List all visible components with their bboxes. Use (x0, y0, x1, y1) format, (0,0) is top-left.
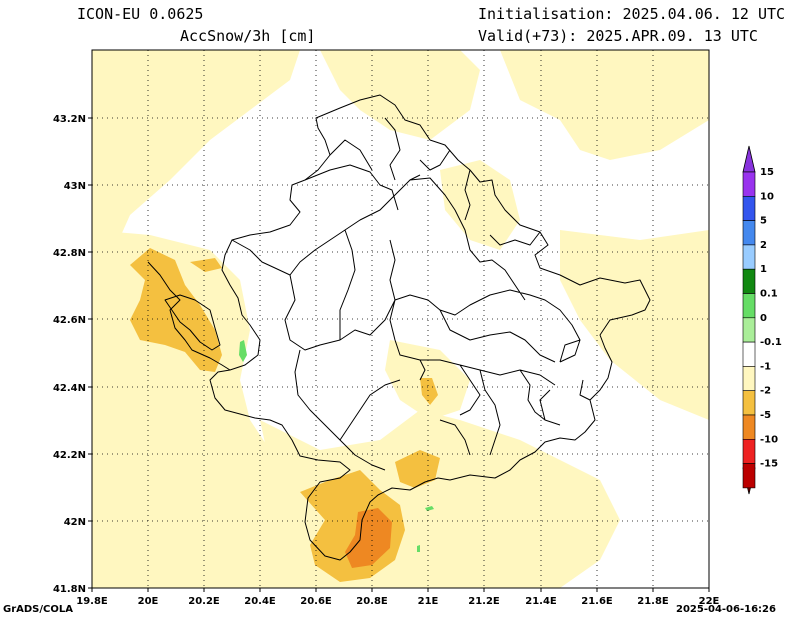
y-tick-label: 43N (64, 181, 86, 192)
colorbar-swatch (742, 390, 756, 416)
colorbar-label: -1 (760, 361, 771, 372)
colorbar-swatch (742, 171, 756, 197)
field-light-east (560, 230, 709, 420)
x-tick-label: 21.4E (525, 596, 557, 607)
colorbar: 15 10 5 2 1 0.1 0 -0.1 -1 -2 -5 -10 -15 (742, 145, 782, 495)
colorbar-swatch (742, 268, 756, 294)
x-tick-label: 22E (699, 596, 720, 607)
footer-timestamp: 2025-04-06-16:26 (676, 604, 776, 615)
colorbar-label: -2 (760, 386, 771, 397)
field-light-ne2 (440, 160, 520, 250)
x-tick-label: 21.8E (637, 596, 669, 607)
x-tick-label: 20.4E (244, 596, 276, 607)
colorbar-swatch (742, 220, 756, 246)
field-green-2 (425, 506, 434, 511)
field-light-west (92, 50, 300, 275)
field-gold-mid (420, 378, 438, 405)
field-light-northeast (500, 50, 709, 160)
field-light-north (320, 50, 480, 140)
x-tick-label: 21.2E (468, 596, 500, 607)
y-tick-label: 42.2N (53, 450, 86, 461)
x-axis-labels: 19.8E 20E 20.2E 20.4E 20.6E 20.8E 21E 21… (76, 596, 719, 607)
colorbar-label: 0.1 (760, 289, 778, 300)
field-green-3 (417, 545, 420, 552)
colorbar-label: 10 (760, 191, 774, 202)
colorbar-label: 0 (760, 313, 767, 324)
y-tick-label: 43.2N (53, 114, 86, 125)
colorbar-swatch (742, 341, 756, 367)
internal-lines (231, 117, 591, 471)
colorbar-label: -5 (760, 410, 771, 421)
model-name: ICON-EU 0.0625 (77, 5, 204, 23)
field-gold-west-small (190, 258, 222, 272)
x-tick-label: 20.6E (300, 596, 332, 607)
colorbar-swatch (742, 244, 756, 270)
western-border (147, 261, 231, 371)
colorbar-swatch (742, 293, 756, 319)
colorbar-swatch (742, 438, 756, 464)
colorbar-swatch (742, 196, 756, 221)
x-tick-label: 19.8E (76, 596, 108, 607)
x-tick-label: 20.8E (356, 596, 388, 607)
colorbar-label: 1 (760, 264, 767, 275)
borders (147, 94, 651, 561)
y-tick-label: 42.4N (53, 383, 86, 394)
variable-name: AccSnow/3h [cm] (180, 27, 316, 45)
x-tick-label: 20.2E (188, 596, 220, 607)
x-tick-label: 21E (418, 596, 439, 607)
colorbar-swatch (742, 366, 756, 391)
x-tick-label: 20E (138, 596, 159, 607)
field-gold-southeast (395, 450, 440, 488)
field-green-1 (239, 340, 247, 362)
colorbar-swatch (742, 317, 756, 343)
outer-border (209, 94, 651, 561)
colorbar-top-arrow (742, 145, 756, 173)
colorbar-label: 5 (760, 216, 767, 227)
field-orange-south (345, 508, 392, 568)
y-tick-label: 42.6N (53, 315, 86, 326)
y-tick-label: 42N (64, 517, 86, 528)
y-tick-label: 41.8N (53, 584, 86, 595)
colorbar-label: 2 (760, 240, 767, 251)
y-axis-labels: 41.8N 42N 42.2N 42.4N 42.6N 42.8N 43N 43… (53, 114, 86, 595)
y-tick-label: 42.8N (53, 248, 86, 259)
valid-time: Valid(+73): 2025.APR.09. 13 UTC (478, 27, 758, 45)
colorbar-label: -0.1 (760, 337, 782, 348)
colorbar-swatch (742, 463, 756, 489)
colorbar-swatch (742, 414, 756, 440)
colorbar-label: -10 (760, 434, 778, 445)
tick-marks (88, 117, 710, 592)
colorbar-label: 15 (760, 167, 774, 178)
init-time: Initialisation: 2025.04.06. 12 UTC (478, 5, 786, 23)
x-tick-label: 21.6E (581, 596, 613, 607)
footer-credit: GrADS/COLA (3, 604, 73, 615)
colorbar-label: -15 (760, 459, 778, 470)
